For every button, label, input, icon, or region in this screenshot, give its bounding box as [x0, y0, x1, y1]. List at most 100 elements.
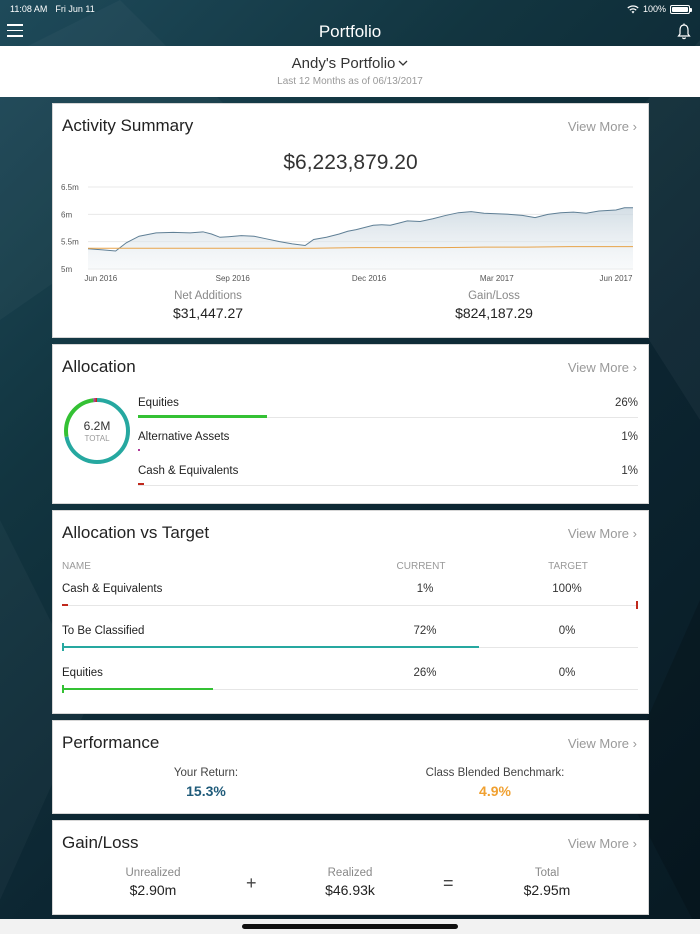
target-marker [636, 601, 638, 609]
benchmark-label: Class Blended Benchmark: [425, 767, 565, 779]
portfolio-selector[interactable]: Andy's Portfolio [292, 55, 409, 72]
target-marker [62, 685, 64, 693]
target-row-name: Equities [62, 667, 103, 679]
donut-total-label: TOTAL [84, 434, 110, 443]
view-more-label: View More [567, 526, 630, 541]
target-row-current: 72% [413, 625, 437, 637]
view-more-label: View More [567, 736, 630, 751]
unrealized-value: $2.90m [129, 882, 177, 898]
benchmark-value: 4.9% [479, 783, 511, 799]
allocation-name: Cash & Equivalents [138, 465, 239, 477]
home-indicator[interactable] [242, 924, 458, 929]
column-header-current: CURRENT [396, 561, 446, 572]
allocation-name: Equities [138, 397, 179, 409]
net-additions-stat: Net Additions $31,447.27 [153, 290, 263, 321]
target-marker [62, 643, 64, 651]
activity-line-chart: 6.5m 6m 5.5m 5m Jun 2016 Sep 2016 Dec 2016 Mar … [61, 183, 633, 283]
target-row-target: 100% [552, 583, 582, 595]
allocation-vs-target-title: Allocation vs Target [62, 523, 210, 542]
plus-operator: + [246, 873, 257, 893]
performance-view-more-link[interactable]: View More › [568, 736, 637, 751]
allocation-name: Alternative Assets [138, 431, 230, 443]
portfolio-total-value: $6,223,879.20 [283, 151, 418, 174]
gain-loss-view-more-link[interactable]: View More › [568, 836, 637, 851]
status-time: 11:08 AM [10, 4, 48, 14]
chevron-right-icon: › [632, 836, 637, 851]
x-tick-label: Dec 2016 [352, 274, 387, 283]
chevron-right-icon: › [632, 736, 637, 751]
y-tick-label: 6m [61, 210, 72, 219]
allocation-row-equities[interactable]: Equities 26% [138, 391, 638, 425]
x-tick-label: Sep 2016 [216, 274, 251, 283]
total-value: $2.95m [523, 882, 571, 898]
allocation-title: Allocation [62, 357, 136, 376]
allocation-donut-chart [64, 398, 130, 464]
allocation-row-cash-equivalents[interactable]: Cash & Equivalents 1% [138, 459, 638, 493]
target-row-equities[interactable]: Equities 26% 0% [62, 661, 638, 703]
target-row-to-be-classified[interactable]: To Be Classified 72% 0% [62, 619, 638, 661]
gain-loss-label: Gain/Loss [468, 290, 520, 302]
x-tick-label: Jun 2017 [600, 274, 633, 283]
column-header-target: TARGET [548, 561, 588, 572]
realized-label: Realized [327, 867, 373, 879]
activity-summary-card: Activity Summary View More › $6,223,879.… [52, 103, 649, 338]
allocation-bar [138, 449, 140, 451]
nav-bar: Portfolio [0, 18, 700, 46]
wifi-icon [627, 4, 639, 13]
net-additions-label: Net Additions [174, 290, 242, 302]
target-row-name: Cash & Equivalents [62, 583, 163, 595]
current-allocation-bar [62, 688, 213, 690]
allocation-row-alternative-assets[interactable]: Alternative Assets 1% [138, 425, 638, 459]
total-label: Total [534, 867, 560, 879]
realized-value: $46.93k [325, 882, 375, 898]
chevron-right-icon: › [632, 526, 637, 541]
total-stat: Total $2.95m [492, 867, 602, 898]
activity-summary-title: Activity Summary [62, 116, 194, 135]
target-row-current: 26% [413, 667, 437, 679]
market-value-area [88, 207, 633, 269]
equals-operator: = [443, 873, 454, 893]
allocation-card: Allocation View More › 6.2M TOTAL Equiti… [52, 344, 649, 504]
your-return-label: Your Return: [173, 767, 239, 779]
your-return-value: 15.3% [186, 783, 226, 799]
bell-icon[interactable] [676, 23, 692, 41]
gain-loss-title: Gain/Loss [62, 833, 139, 852]
donut-segment-equities [64, 398, 130, 464]
x-tick-label: Mar 2017 [480, 274, 514, 283]
allocation-target-view-more-link[interactable]: View More › [568, 526, 637, 541]
y-tick-label: 5m [61, 265, 72, 274]
chevron-down-icon [398, 60, 408, 66]
your-return-stat: Your Return: 15.3% [146, 767, 266, 799]
status-bar: 11:08 AM Fri Jun 11 100% [0, 0, 700, 18]
divider [138, 417, 638, 418]
current-allocation-bar [62, 646, 479, 648]
battery-percent: 100% [642, 4, 666, 14]
target-row-cash-equivalents[interactable]: Cash & Equivalents 1% 100% [62, 577, 638, 619]
donut-total-value: 6.2M [83, 419, 111, 433]
y-tick-label: 5.5m [61, 238, 79, 247]
allocation-vs-target-card: Allocation vs Target View More › NAME CU… [52, 510, 649, 714]
target-row-target: 0% [558, 667, 576, 679]
gain-loss-card: Gain/Loss View More › Unrealized $2.90m … [52, 820, 649, 915]
unrealized-stat: Unrealized $2.90m [98, 867, 208, 898]
status-date: Fri Jun 11 [55, 4, 95, 14]
allocation-percent: 26% [614, 397, 638, 409]
divider [62, 605, 638, 606]
performance-card: Performance View More › Your Return: 15.… [52, 720, 649, 814]
x-tick-label: Jun 2016 [84, 274, 117, 283]
menu-icon[interactable] [7, 24, 23, 38]
activity-view-more-link[interactable]: View More › [568, 119, 637, 134]
target-row-target: 0% [558, 625, 576, 637]
column-header-name: NAME [62, 561, 91, 572]
bottom-bar [0, 919, 700, 934]
chevron-right-icon: › [632, 360, 637, 375]
portfolio-name: Andy's Portfolio [291, 55, 396, 72]
net-additions-value: $31,447.27 [172, 305, 244, 321]
realized-stat: Realized $46.93k [295, 867, 405, 898]
view-more-label: View More [567, 119, 630, 134]
benchmark-stat: Class Blended Benchmark: 4.9% [415, 767, 575, 799]
nav-title: Portfolio [318, 22, 382, 41]
allocation-view-more-link[interactable]: View More › [568, 360, 637, 375]
donut-segment-cash-equivalents [64, 398, 130, 464]
chevron-right-icon: › [632, 119, 637, 134]
